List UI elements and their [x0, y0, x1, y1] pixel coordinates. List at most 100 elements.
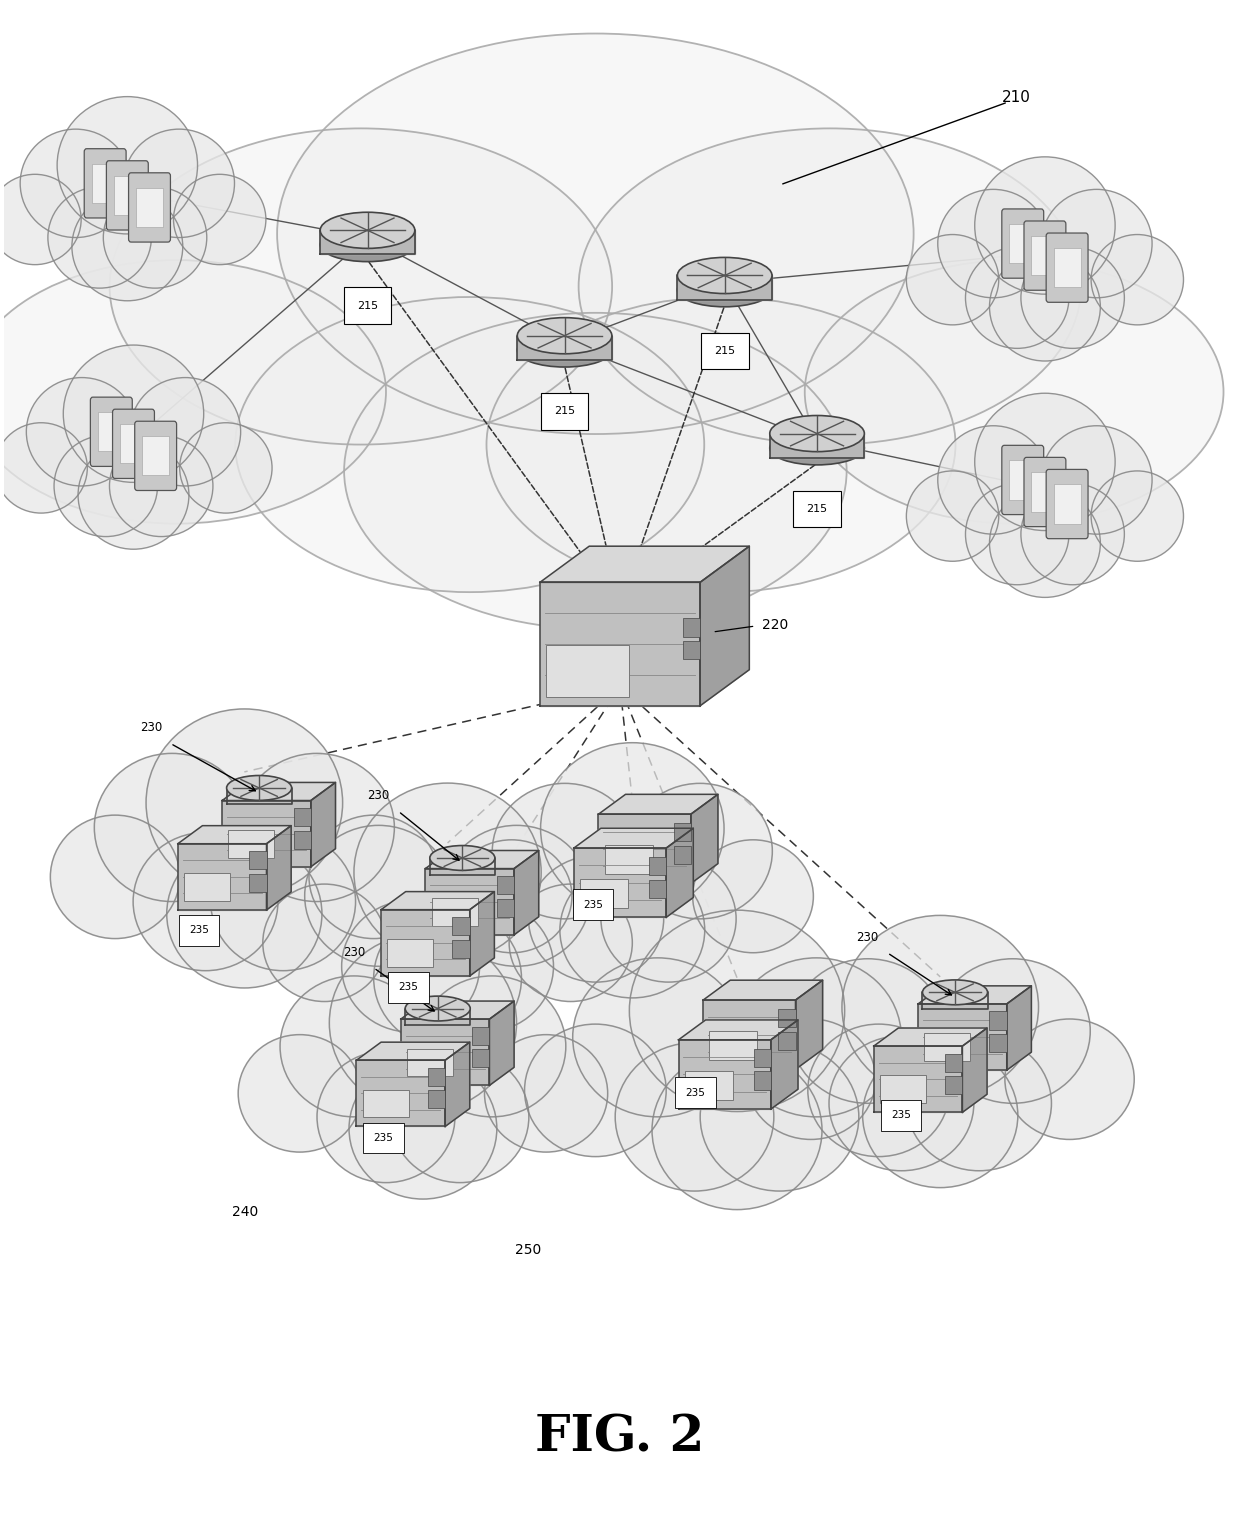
FancyBboxPatch shape	[249, 851, 267, 869]
FancyBboxPatch shape	[472, 1049, 490, 1067]
Ellipse shape	[1021, 483, 1125, 584]
FancyBboxPatch shape	[92, 164, 119, 203]
Text: 230: 230	[140, 721, 162, 734]
Ellipse shape	[109, 129, 613, 445]
FancyBboxPatch shape	[407, 1049, 453, 1076]
Ellipse shape	[937, 425, 1049, 534]
Ellipse shape	[830, 1036, 973, 1170]
Ellipse shape	[180, 422, 272, 513]
Polygon shape	[177, 825, 291, 843]
Text: 250: 250	[516, 1243, 542, 1257]
Ellipse shape	[966, 247, 1069, 348]
FancyBboxPatch shape	[387, 939, 433, 967]
Ellipse shape	[78, 441, 188, 550]
FancyBboxPatch shape	[143, 436, 169, 475]
Ellipse shape	[701, 1043, 859, 1192]
FancyBboxPatch shape	[184, 874, 231, 901]
FancyBboxPatch shape	[990, 1034, 1007, 1052]
FancyBboxPatch shape	[129, 173, 170, 242]
FancyBboxPatch shape	[1024, 221, 1066, 291]
FancyBboxPatch shape	[453, 917, 470, 936]
FancyBboxPatch shape	[945, 1076, 962, 1095]
Ellipse shape	[615, 1043, 774, 1192]
Ellipse shape	[492, 783, 637, 919]
Ellipse shape	[1091, 471, 1183, 562]
FancyBboxPatch shape	[880, 1075, 926, 1104]
FancyBboxPatch shape	[114, 176, 141, 215]
Ellipse shape	[485, 1034, 608, 1152]
FancyBboxPatch shape	[113, 409, 155, 478]
Ellipse shape	[0, 422, 87, 513]
Ellipse shape	[677, 273, 773, 307]
Ellipse shape	[790, 958, 945, 1104]
Polygon shape	[539, 547, 749, 583]
Text: 210: 210	[1002, 89, 1030, 104]
Ellipse shape	[528, 855, 663, 983]
Ellipse shape	[309, 815, 438, 939]
Ellipse shape	[55, 436, 157, 536]
Polygon shape	[574, 828, 693, 848]
Ellipse shape	[990, 489, 1100, 598]
Polygon shape	[918, 986, 1032, 1004]
Ellipse shape	[51, 815, 180, 939]
Polygon shape	[701, 547, 749, 706]
Ellipse shape	[863, 1043, 1018, 1187]
Ellipse shape	[0, 174, 81, 265]
Text: 215: 215	[806, 504, 827, 515]
FancyBboxPatch shape	[1032, 472, 1059, 512]
Ellipse shape	[1042, 189, 1152, 298]
Polygon shape	[923, 992, 987, 1008]
FancyBboxPatch shape	[945, 1054, 962, 1072]
Ellipse shape	[486, 297, 956, 592]
Ellipse shape	[124, 129, 234, 238]
FancyBboxPatch shape	[497, 877, 515, 895]
FancyBboxPatch shape	[1024, 457, 1066, 527]
Text: 230: 230	[367, 789, 389, 802]
FancyBboxPatch shape	[98, 412, 125, 451]
Ellipse shape	[517, 333, 611, 366]
Ellipse shape	[906, 1036, 1052, 1170]
Polygon shape	[874, 1028, 987, 1046]
Ellipse shape	[211, 833, 356, 970]
FancyBboxPatch shape	[673, 824, 691, 842]
Polygon shape	[770, 433, 864, 457]
FancyBboxPatch shape	[135, 421, 176, 491]
FancyBboxPatch shape	[120, 424, 148, 463]
Ellipse shape	[342, 901, 480, 1033]
FancyBboxPatch shape	[294, 808, 311, 827]
Polygon shape	[678, 1020, 799, 1040]
Ellipse shape	[990, 253, 1100, 360]
Ellipse shape	[1004, 1019, 1135, 1140]
Polygon shape	[796, 980, 822, 1069]
Ellipse shape	[560, 863, 704, 998]
FancyBboxPatch shape	[362, 1090, 409, 1117]
FancyBboxPatch shape	[1002, 209, 1044, 279]
FancyBboxPatch shape	[1002, 445, 1044, 515]
Ellipse shape	[0, 260, 386, 524]
Ellipse shape	[937, 189, 1049, 298]
FancyBboxPatch shape	[546, 645, 630, 696]
Polygon shape	[425, 869, 515, 934]
Text: 235: 235	[892, 1110, 911, 1120]
Ellipse shape	[63, 345, 203, 483]
Polygon shape	[678, 1040, 771, 1110]
Ellipse shape	[807, 1023, 950, 1157]
Polygon shape	[381, 892, 495, 910]
Polygon shape	[703, 1001, 796, 1069]
FancyBboxPatch shape	[673, 846, 691, 864]
Ellipse shape	[320, 212, 415, 248]
Ellipse shape	[109, 436, 213, 536]
Ellipse shape	[405, 1007, 470, 1030]
Ellipse shape	[652, 1051, 822, 1210]
Polygon shape	[401, 1019, 490, 1086]
Ellipse shape	[510, 884, 632, 1002]
Polygon shape	[1007, 986, 1032, 1070]
FancyBboxPatch shape	[709, 1031, 758, 1060]
Ellipse shape	[348, 1058, 497, 1199]
Ellipse shape	[277, 33, 914, 435]
Ellipse shape	[305, 825, 453, 966]
Text: 235: 235	[686, 1087, 706, 1098]
Polygon shape	[515, 851, 538, 934]
Polygon shape	[177, 843, 267, 910]
FancyBboxPatch shape	[453, 940, 470, 958]
